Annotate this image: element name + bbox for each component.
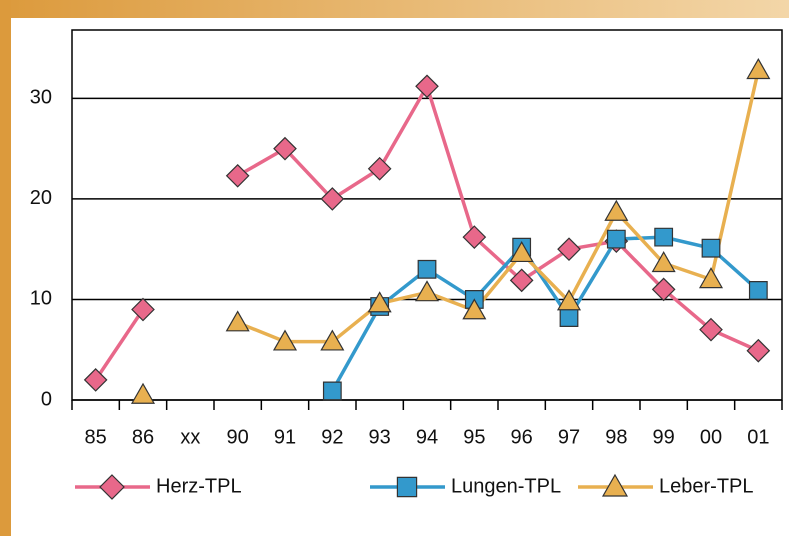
data-point: [557, 237, 581, 262]
x-tick-label: 94: [416, 426, 438, 448]
data-point: [699, 317, 723, 342]
x-tick-label: 97: [558, 426, 580, 448]
data-point: [748, 281, 768, 300]
data-point: [131, 297, 155, 322]
x-tick-label: 93: [369, 426, 391, 448]
data-point: [746, 338, 771, 363]
x-tick-label: 99: [653, 426, 675, 448]
data-point: [462, 225, 487, 249]
data-point: [746, 58, 771, 80]
data-point: [320, 329, 345, 351]
data-point: [462, 298, 487, 320]
data-point: [273, 136, 297, 161]
data-point: [556, 289, 582, 311]
x-tick-label: 92: [321, 426, 343, 448]
data-point: [654, 227, 674, 247]
data-point: [604, 199, 629, 221]
legend-marker: [99, 474, 125, 500]
x-tick-label: 95: [463, 426, 485, 448]
x-tick-label: 00: [700, 426, 722, 448]
data-point: [701, 238, 721, 258]
data-point: [651, 251, 676, 273]
y-tick-label: 10: [30, 288, 52, 310]
data-point: [559, 308, 579, 327]
x-tick-label: 90: [227, 426, 249, 448]
data-point: [606, 229, 626, 249]
data-point: [651, 277, 676, 302]
x-tick-label: 98: [605, 426, 627, 448]
legend-label: Leber-TPL: [659, 475, 754, 497]
data-point: [367, 291, 392, 313]
x-tick-label: 86: [132, 426, 154, 448]
data-point: [414, 280, 440, 302]
data-point: [272, 329, 298, 351]
data-point: [367, 156, 392, 181]
legend-marker: [601, 473, 629, 497]
data-point: [83, 368, 108, 392]
side-bar: [0, 0, 11, 536]
data-point: [320, 187, 345, 211]
y-tick-label: 20: [30, 187, 52, 209]
x-tick-label: 85: [85, 426, 107, 448]
series-line: [330, 235, 760, 392]
top-bar: [0, 0, 789, 18]
x-tick-label: 01: [747, 426, 769, 448]
data-point: [225, 163, 250, 188]
data-point: [698, 267, 724, 289]
legend-marker: [396, 476, 418, 498]
data-point: [509, 240, 534, 263]
legend-label: Herz-TPL: [156, 475, 242, 497]
data-point: [130, 382, 156, 404]
y-tick-label: 0: [41, 388, 52, 410]
y-tick-label: 30: [30, 87, 52, 109]
legend-label: Lungen-TPL: [451, 475, 561, 497]
data-point: [417, 259, 437, 279]
x-tick-label: 96: [511, 426, 533, 448]
series-line: [94, 84, 760, 381]
x-tick-label: xx: [180, 426, 200, 448]
data-point: [509, 268, 534, 293]
data-point: [415, 74, 439, 99]
x-tick-label: 91: [274, 426, 296, 448]
data-point: [225, 310, 250, 332]
data-point: [322, 381, 342, 401]
